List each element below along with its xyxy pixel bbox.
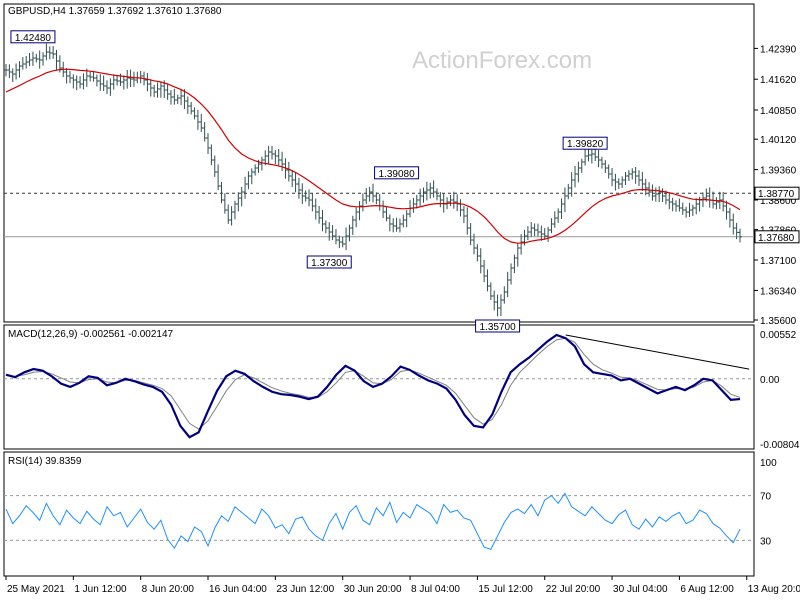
price-y-tick-label: 1.37100	[760, 256, 797, 267]
axis-layer: 1.42390 1.41620 1.40850 1.40120 1.39360 1.386…	[5, 44, 800, 595]
price-annotation-label-2: 1.39080	[378, 169, 415, 180]
rsi-y-tick-label: 70	[760, 492, 772, 503]
x-tick-label: 23 Jun 12:00	[276, 584, 334, 595]
macd-main-line	[5, 333, 741, 439]
rsi-line	[5, 492, 741, 550]
price-y-tick-label: 1.40120	[760, 135, 797, 146]
x-tick-label: 16 Jun 04:00	[209, 584, 267, 595]
price-panel-frame	[3, 3, 755, 323]
x-tick-label: 8 Jun 20:00	[142, 584, 195, 595]
watermark: ActionForex.com	[412, 47, 592, 74]
price-y-tick-label: 1.42390	[760, 44, 797, 55]
price-annotation-label-4: 1.39820	[567, 139, 604, 150]
price-annotation-label-3: 1.35700	[479, 322, 516, 333]
x-tick-label: 22 Jul 20:00	[546, 584, 601, 595]
x-tick-label: 15 Jul 12:00	[478, 584, 533, 595]
rsi-panel-title: RSI(14) 39.8359	[8, 456, 82, 467]
macd-trendline	[565, 334, 750, 370]
price-panel-title: GBPUSD,H4 1.37659 1.37692 1.37610 1.3768…	[8, 6, 222, 17]
price-annotation-label-1: 1.37300	[311, 258, 348, 269]
price-y-tick-label: 1.36340	[760, 286, 797, 297]
price-annotation-box-4	[562, 136, 608, 150]
x-tick-label: 13 Aug 20:00	[748, 584, 800, 595]
price-annotation-box-0	[10, 30, 56, 44]
rsi-y-tick-label: 30	[760, 536, 772, 547]
macd-panel-frame	[3, 324, 755, 450]
x-tick-label: 30 Jul 04:00	[613, 584, 668, 595]
price-annotation-box-3	[475, 319, 521, 333]
price-annotation-box-1	[306, 255, 352, 269]
price-annotation-box-2	[374, 166, 420, 180]
price-moving-average-line	[5, 68, 741, 244]
price-y-tick-label: 1.38600	[760, 196, 797, 207]
macd-y-tick-label: 0.00	[760, 375, 780, 386]
macd-y-tick-label: 0.00552	[760, 330, 797, 341]
x-tick-label: 1 Jun 12:00	[74, 584, 127, 595]
price-y-tick-label: 1.40850	[760, 106, 797, 117]
price-y-tick-label: 1.41620	[760, 75, 797, 86]
macd-panel-title: MACD(12,26,9) -0.002561 -0.002147	[8, 329, 174, 340]
x-tick-label: 8 Jul 04:00	[411, 584, 460, 595]
rsi-y-tick-label: 100	[760, 458, 777, 469]
rsi-panel-frame	[3, 451, 755, 577]
price-level-tag-1	[754, 230, 800, 244]
x-tick-label: 30 Jun 20:00	[344, 584, 402, 595]
x-tick-label: 25 May 2021	[7, 584, 65, 595]
macd-series-layer	[4, 333, 754, 439]
price-level-tag-label-0: 1.38770	[758, 189, 795, 200]
price-y-tick-label: 1.39360	[760, 166, 797, 177]
macd-y-tick-label: -0.00804	[760, 440, 800, 451]
rsi-series-layer	[4, 492, 754, 550]
price-annotation-label-0: 1.42480	[15, 33, 52, 44]
x-tick-label: 6 Aug 12:00	[680, 584, 734, 595]
price-y-tick-label: 1.35600	[760, 316, 797, 327]
price-level-tag-0	[754, 186, 800, 200]
price-level-tag-label-1: 1.37680	[758, 233, 795, 244]
price-series-layer: 1.42480 1.37300 1.39080 1.35700 1.39820	[4, 30, 754, 333]
